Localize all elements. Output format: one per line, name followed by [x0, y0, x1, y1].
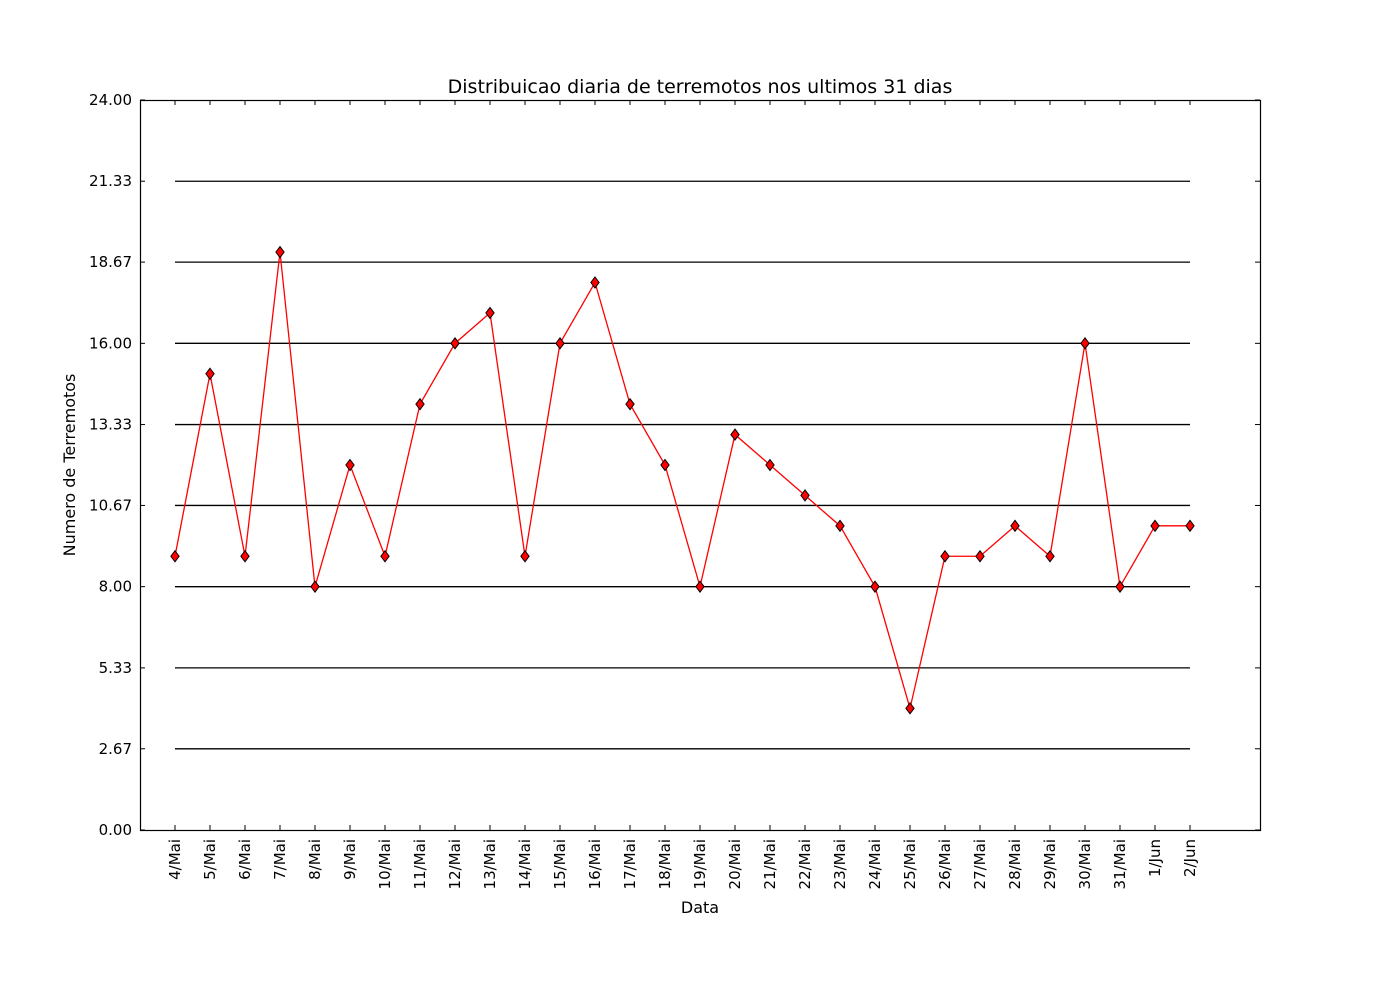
x-tick-label: 16/Mai — [586, 839, 604, 889]
x-tick-label: 19/Mai — [691, 839, 709, 889]
x-tick-label: 12/Mai — [446, 839, 464, 889]
x-tick-label: 22/Mai — [796, 839, 814, 889]
y-tick-label: 2.67 — [99, 740, 132, 758]
x-tick-label: 27/Mai — [971, 839, 989, 889]
y-tick-label: 13.33 — [89, 416, 132, 434]
data-point-marker — [730, 428, 740, 441]
x-tick-label: 10/Mai — [376, 839, 394, 889]
data-point-marker — [765, 458, 775, 472]
data-point-marker — [905, 701, 915, 715]
y-tick-label: 8.00 — [99, 578, 132, 596]
x-tick-label: 4/Mai — [166, 839, 184, 880]
data-point-marker — [380, 549, 390, 563]
data-point-marker — [1045, 549, 1055, 563]
data-point-marker — [345, 458, 355, 472]
x-tick-label: 30/Mai — [1076, 839, 1094, 889]
data-point-marker — [485, 306, 495, 320]
x-tick-label: 20/Mai — [726, 839, 744, 889]
data-point-marker — [520, 549, 530, 563]
x-tick-label: 31/Mai — [1111, 839, 1129, 889]
x-tick-label: 1/Jun — [1146, 839, 1164, 877]
data-point-marker — [310, 580, 320, 594]
x-tick-label: 9/Mai — [341, 839, 359, 880]
series-layer — [170, 245, 1195, 715]
data-point-marker — [695, 580, 705, 594]
data-point-marker — [660, 458, 670, 472]
data-point-marker — [1115, 580, 1125, 594]
y-axis: 0.00 2.67 5.33 8.00 10.67 13.33 16.00 18.67 21.3… — [89, 91, 1260, 839]
y-tick-label: 10.67 — [89, 496, 132, 514]
y-tick-label: 16.00 — [89, 334, 132, 352]
data-point-marker — [240, 549, 250, 563]
data-point-marker — [1010, 519, 1020, 533]
x-tick-label: 17/Mai — [621, 839, 639, 889]
y-tick-label: 0.00 — [99, 821, 132, 839]
data-point-marker — [415, 397, 425, 411]
data-point-marker — [275, 245, 285, 259]
x-tick-label: 21/Mai — [761, 839, 779, 889]
x-tick-label: 23/Mai — [831, 839, 849, 889]
x-tick-label: 5/Mai — [201, 839, 219, 880]
data-point-marker — [835, 519, 845, 533]
data-point-marker — [1150, 519, 1160, 533]
x-tick-label: 6/Mai — [236, 839, 254, 880]
x-tick-label: 26/Mai — [936, 839, 954, 889]
data-point-marker — [625, 397, 635, 411]
data-point-marker — [1185, 519, 1195, 533]
gridlines — [175, 180, 1190, 750]
x-tick-label: 13/Mai — [481, 839, 499, 889]
x-tick-label: 24/Mai — [866, 839, 884, 889]
data-point-marker — [450, 337, 460, 350]
x-axis-label: Data — [681, 898, 719, 917]
data-point-marker — [800, 489, 810, 502]
x-tick-label: 11/Mai — [411, 839, 429, 889]
y-axis-label: Numero de Terremotos — [60, 374, 79, 557]
y-tick-label: 5.33 — [99, 659, 132, 677]
chart-title: Distribuicao diaria de terremotos nos ul… — [448, 76, 953, 98]
plot-frame — [139, 99, 1262, 832]
x-tick-label: 28/Mai — [1006, 839, 1024, 889]
series-line — [174, 252, 1190, 711]
x-tick-label: 8/Mai — [306, 839, 324, 880]
data-point-marker — [555, 337, 565, 350]
x-tick-label: 7/Mai — [271, 839, 289, 880]
data-point-marker — [975, 549, 985, 563]
x-tick-label: 29/Mai — [1041, 839, 1059, 889]
x-tick-label: 14/Mai — [516, 839, 534, 889]
data-point-marker — [1080, 337, 1090, 350]
x-tick-label: 25/Mai — [901, 839, 919, 889]
y-tick-label: 24.00 — [89, 91, 132, 109]
y-tick-label: 21.33 — [89, 172, 132, 190]
x-tick-label: 15/Mai — [551, 839, 569, 889]
x-tick-label: 18/Mai — [656, 839, 674, 889]
y-tick-label: 18.67 — [89, 253, 132, 271]
data-point-marker — [940, 549, 950, 563]
x-axis: 4/Mai 5/Mai 6/Mai 7/Mai 8/Mai 9/Mai 10/Mai 11/M… — [166, 100, 1199, 889]
data-point-marker — [870, 580, 880, 594]
data-point-marker — [590, 276, 600, 289]
data-point-marker — [205, 367, 215, 381]
x-tick-label: 2/Jun — [1181, 839, 1199, 877]
data-point-marker — [170, 549, 180, 563]
